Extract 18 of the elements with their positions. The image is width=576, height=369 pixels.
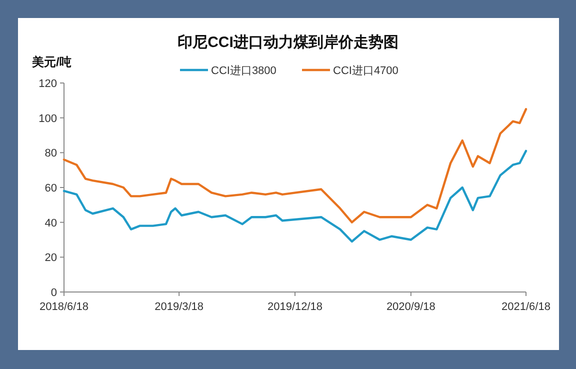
y-axis-title: 美元/吨 bbox=[31, 55, 72, 69]
line-series bbox=[62, 108, 528, 224]
x-tick-label: 2020/9/18 bbox=[386, 301, 436, 313]
y-tick-label: 40 bbox=[44, 217, 57, 230]
y-tick-label: 80 bbox=[44, 148, 57, 160]
y-tick-label: 100 bbox=[38, 112, 57, 125]
y-tick-label: 60 bbox=[44, 182, 57, 194]
y-tick-label: 0 bbox=[50, 287, 57, 299]
x-tick-label: 2021/6/18 bbox=[502, 301, 550, 313]
x-tick-label: 2018/6/18 bbox=[40, 301, 88, 313]
x-tick-label: 2019/3/18 bbox=[154, 301, 204, 313]
legend-label: CCI进口4700 bbox=[333, 64, 398, 77]
chart-title: 印尼CCI进口动力煤到岸价走势图 bbox=[178, 34, 398, 51]
line-series bbox=[62, 150, 528, 243]
y-tick-label: 120 bbox=[38, 78, 57, 90]
legend-label: CCI进口3800 bbox=[211, 64, 276, 77]
x-tick-label: 2019/12/18 bbox=[267, 301, 323, 313]
y-tick-label: 20 bbox=[44, 252, 57, 264]
